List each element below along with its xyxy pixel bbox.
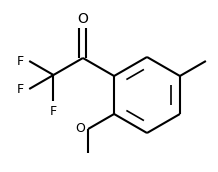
- Text: O: O: [75, 122, 85, 136]
- Text: O: O: [77, 12, 88, 26]
- Text: F: F: [50, 105, 57, 118]
- Text: F: F: [17, 83, 24, 95]
- Text: F: F: [17, 55, 24, 67]
